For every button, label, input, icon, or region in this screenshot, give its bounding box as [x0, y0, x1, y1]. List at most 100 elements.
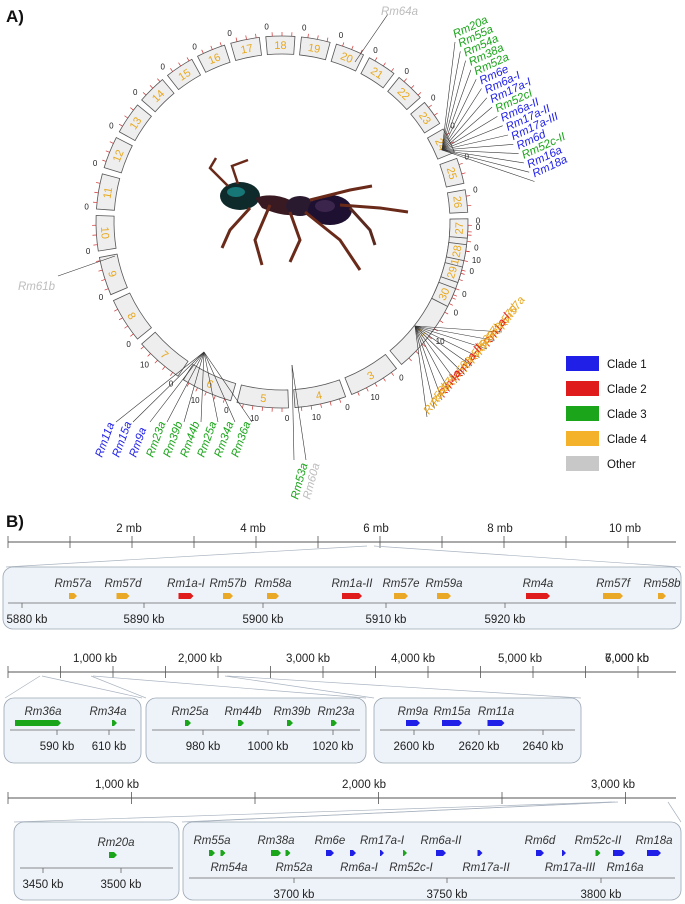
chromosome-segment: [166, 58, 202, 91]
gene-arrow: [477, 850, 483, 856]
ring-scale-label: 0: [454, 309, 459, 318]
ring-scale-label: 10: [472, 256, 481, 265]
gene-arrow: [178, 593, 194, 599]
legend-label: Clade 4: [607, 434, 647, 446]
ring-tick: [96, 182, 101, 184]
ring-tick: [195, 387, 198, 392]
ring-scale-label: 0: [450, 121, 455, 130]
gene-arrow: [394, 593, 408, 599]
leader-line: [414, 325, 435, 409]
chromosome-segment: [141, 331, 189, 377]
gene-arrow: [380, 850, 384, 856]
ring-scale-label: 0: [462, 290, 467, 299]
leader-line: [441, 149, 530, 173]
ring-tick: [104, 288, 109, 291]
gene-name: Rm6a-II: [421, 835, 463, 847]
ring-tick: [351, 45, 354, 50]
ring-scale-label: 0: [339, 31, 344, 40]
chromosome-segment: [439, 157, 465, 188]
ring-tick: [147, 353, 151, 357]
chromosome-number: 12: [111, 148, 127, 164]
gene-arrow: [69, 593, 77, 599]
gene-arrow: [613, 850, 625, 856]
axis-tick-label: 4,000 kb: [391, 653, 435, 665]
legend-swatch: [566, 456, 599, 471]
axis-tick-label: 1,000 kb: [95, 779, 139, 791]
ring-scale-label: 0: [160, 63, 165, 72]
ring-scale-label: 0: [126, 340, 131, 349]
ring-tick: [105, 150, 110, 153]
chromosome-segment: [95, 215, 117, 252]
gene-arrow: [603, 593, 623, 599]
gene-name: Rm4a: [523, 578, 554, 590]
ring-tick: [162, 366, 166, 370]
leader-line: [441, 149, 524, 164]
gene-arrow: [116, 593, 130, 599]
ring-tick: [428, 104, 432, 108]
zoom-axis-label: 590 kb: [40, 741, 75, 753]
ring-tick: [124, 115, 128, 119]
chromosome-number: 28: [451, 244, 465, 258]
panel-a-label: A): [6, 7, 24, 26]
ring-tick: [251, 405, 254, 410]
ring-tick: [118, 123, 123, 127]
gene-name: Rm57a: [54, 578, 91, 590]
ring-tick: [154, 359, 158, 364]
ring-scale-label: 0: [93, 159, 98, 168]
ring-tick: [403, 78, 407, 82]
ring-scale-label: 0: [99, 293, 104, 302]
zoom-axis-label: 2640 kb: [523, 741, 564, 753]
chromosome-number: 17: [240, 42, 254, 56]
ring-tick: [329, 401, 332, 406]
ring-scale-label: 0: [399, 373, 404, 382]
chromosome-number: 13: [128, 115, 145, 132]
ring-scale-label: 0: [404, 67, 409, 76]
ring-scale-label: 0: [345, 403, 350, 412]
gene-arrow: [15, 720, 61, 726]
ring-tick: [458, 162, 463, 165]
leader-line: [441, 116, 498, 151]
leader-line: [441, 97, 488, 151]
gene-name: Rm11a: [478, 706, 514, 718]
ring-scale-label: 0: [84, 203, 89, 212]
ring-scale-label: 0: [264, 23, 269, 32]
ring-tick: [222, 398, 225, 403]
gene-arrow: [220, 850, 226, 856]
chromosome-number: 8: [124, 311, 137, 323]
legend: Clade 1 Clade 2 Clade 3 Clade 4 Other: [566, 356, 647, 471]
leader-line: [183, 351, 205, 423]
ring-tick: [124, 325, 128, 329]
ring-tick: [186, 57, 190, 62]
chromosome-number: 21: [368, 65, 385, 82]
chromosome-number: 25: [444, 166, 459, 181]
ring-scale-label: 0: [473, 186, 478, 195]
zoom-axis-label: 3800 kb: [581, 889, 622, 901]
chromosome-segment: [330, 43, 365, 72]
leader-line: [414, 325, 495, 341]
axis-tick-label: 3,000 kb: [591, 779, 635, 791]
chromosome-segment: [387, 76, 421, 111]
ring-tick: [204, 391, 207, 396]
gene-arrow: [109, 852, 117, 858]
gene-arrow: [326, 850, 334, 856]
legend-label: Clade 1: [607, 359, 647, 371]
chromosome-number: 10: [98, 226, 111, 239]
ring-tick: [461, 172, 466, 175]
zoom-axis-label: 2600 kb: [394, 741, 435, 753]
gene-name: Rm52a: [275, 862, 312, 874]
zoom-connector: [226, 675, 582, 699]
axis-tick-label: 2,000 kb: [342, 779, 386, 791]
ring-scale-label: 0: [470, 267, 475, 276]
leader-line: [291, 364, 295, 461]
ring-scale-label: 0: [476, 216, 481, 225]
gene-arrow: [595, 850, 601, 856]
gene-arrow: [526, 593, 550, 599]
leader-line: [414, 325, 473, 367]
legend-label: Clade 2: [607, 384, 647, 396]
gene-name: Rm57e: [382, 578, 419, 590]
ring-scale-label: 0: [227, 29, 232, 38]
leader-line: [414, 325, 450, 392]
gene-arrow: [536, 850, 544, 856]
legend-label: Other: [607, 459, 636, 471]
ring-scale-label: 0: [302, 23, 307, 32]
